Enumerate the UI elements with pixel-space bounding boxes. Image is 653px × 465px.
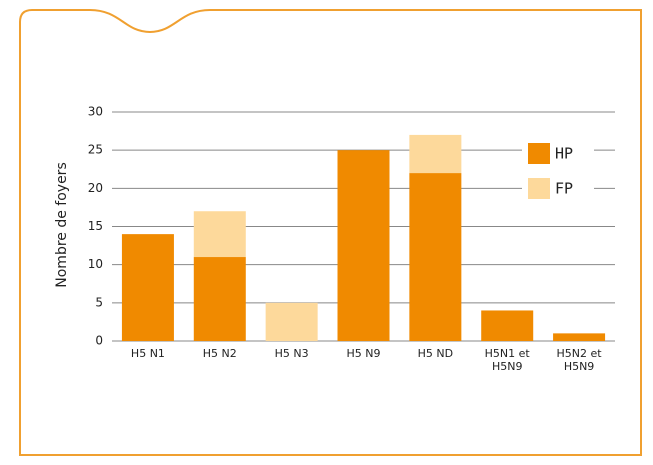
- bar: [337, 150, 390, 341]
- bar: [409, 173, 462, 341]
- bar: [265, 302, 318, 341]
- bar: [553, 333, 606, 341]
- x-tick-label: H5 N3: [274, 347, 309, 360]
- frame: [19, 9, 642, 456]
- bar: [193, 257, 246, 341]
- legend-swatch: [528, 178, 550, 199]
- x-tick-label: H5 ND: [417, 347, 454, 360]
- bar: [121, 234, 174, 341]
- legend-swatch: [528, 143, 550, 164]
- y-tick-label: 25: [88, 143, 103, 157]
- bar: [409, 134, 462, 174]
- x-tick-label: H5 N9: [346, 347, 381, 360]
- y-axis-label: Nombre de foyers: [54, 162, 70, 287]
- bar: [481, 310, 534, 341]
- bar: [193, 211, 246, 258]
- legend-label: HP: [555, 145, 573, 163]
- y-tick-label: 0: [95, 334, 103, 348]
- y-tick-label: 30: [88, 105, 103, 119]
- x-tick-label: H5N2 et H5N9: [556, 347, 602, 373]
- y-tick-label: 5: [95, 295, 103, 309]
- x-tick-label: H5 N2: [202, 347, 237, 360]
- y-tick-label: 15: [88, 219, 103, 233]
- legend-label: FP: [555, 180, 573, 198]
- x-tick-label: H5 N1: [130, 347, 165, 360]
- y-tick-label: 20: [88, 181, 103, 195]
- y-tick-label: 10: [88, 257, 103, 271]
- x-tick-label: H5N1 et H5N9: [484, 347, 530, 373]
